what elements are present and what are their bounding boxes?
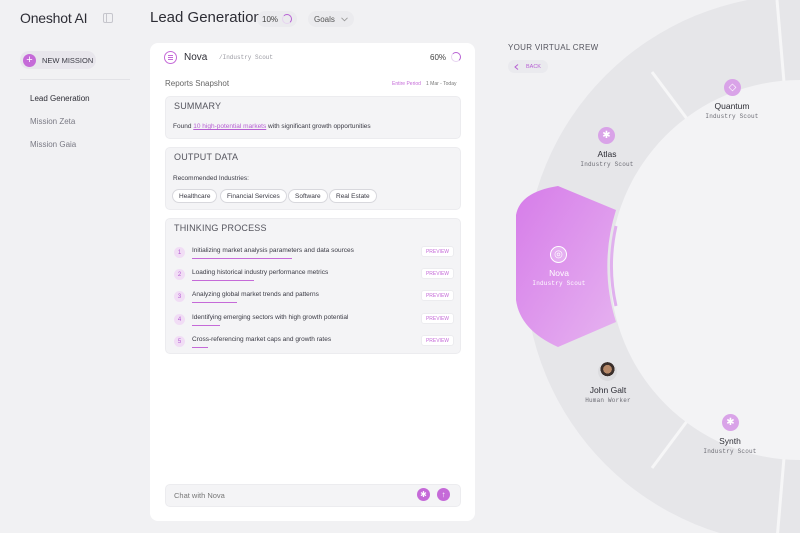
agent-role: /Industry Scout	[219, 54, 274, 61]
thinking-process-section: THINKING PROCESS	[165, 218, 461, 354]
output-heading: OUTPUT DATA	[174, 152, 239, 162]
chevron-down-icon	[341, 16, 348, 21]
crew-member-role: Industry Scout	[703, 448, 757, 455]
step-text: Initializing market analysis parameters …	[192, 247, 354, 254]
thinking-step: 1 Initializing market analysis parameter…	[172, 246, 454, 262]
preview-button[interactable]: PREVIEW	[420, 290, 454, 301]
crew-member-name[interactable]: Quantum	[714, 101, 750, 111]
step-progress-bar	[192, 258, 292, 259]
crew-member-role: Industry Scout	[705, 113, 759, 120]
sidebar-toggle-icon[interactable]	[103, 13, 113, 23]
step-number: 5	[174, 336, 185, 347]
step-number: 4	[174, 314, 185, 325]
nova-crew-icon[interactable]: ◎	[550, 246, 567, 263]
thinking-heading: THINKING PROCESS	[174, 223, 267, 233]
john-galt-avatar[interactable]	[598, 362, 617, 381]
wheel-inner-hole	[610, 80, 800, 460]
nova-agent-icon	[164, 51, 177, 64]
mission-progress-pill[interactable]: 10%	[257, 11, 298, 27]
step-number: 2	[174, 269, 185, 280]
period-range[interactable]: 1 Mar - Today	[426, 81, 457, 87]
summary-prefix: Found	[173, 123, 194, 130]
sidebar-item-mission-gaia[interactable]: Mission Gaia	[30, 140, 77, 149]
sidebar-item-mission-zeta[interactable]: Mission Zeta	[30, 117, 76, 126]
step-text: Loading historical industry performance …	[192, 269, 329, 276]
app-logo: Oneshot AI	[20, 10, 88, 26]
summary-suffix: with significant growth opportunities	[266, 123, 371, 130]
crew-title: YOUR VIRTUAL CREW	[508, 43, 599, 52]
synth-agent-icon[interactable]: ✱	[722, 414, 739, 431]
sparkle-button-icon[interactable]: ✱	[417, 488, 430, 501]
step-number: 3	[174, 291, 185, 302]
step-progress-bar	[192, 302, 237, 303]
period-filter[interactable]: Entire Period	[392, 81, 421, 87]
sidebar-divider	[20, 79, 130, 80]
summary-section: SUMMARY	[165, 96, 461, 139]
thinking-step: 5 Cross-referencing market caps and grow…	[172, 335, 454, 351]
page-title: Lead Generation	[150, 9, 262, 26]
send-arrow-icon[interactable]: ↑	[437, 488, 450, 501]
nova-selected-segment[interactable]	[516, 186, 616, 347]
thinking-step: 4 Identifying emerging sectors with high…	[172, 313, 454, 329]
crew-member-name[interactable]: Nova	[549, 268, 569, 278]
goals-dropdown[interactable]: Goals	[308, 11, 354, 27]
crew-member-name[interactable]: Synth	[719, 436, 741, 446]
agent-progress-text: 60%	[430, 53, 447, 62]
industry-chip[interactable]: Real Estate	[329, 189, 377, 203]
preview-button[interactable]: PREVIEW	[420, 313, 454, 324]
industry-chip[interactable]: Financial Services	[220, 189, 287, 203]
preview-button[interactable]: PREVIEW	[420, 335, 454, 346]
step-text: Identifying emerging sectors with high g…	[192, 314, 349, 321]
preview-button[interactable]: PREVIEW	[420, 268, 454, 279]
goals-label: Goals	[314, 14, 335, 24]
crew-member-role: Industry Scout	[532, 280, 586, 287]
thinking-step: 2 Loading historical industry performanc…	[172, 268, 454, 284]
plus-icon: +	[23, 53, 36, 67]
back-label: BACK	[526, 63, 541, 70]
summary-heading: SUMMARY	[174, 101, 222, 111]
preview-button[interactable]: PREVIEW	[420, 246, 454, 257]
industry-chip[interactable]: Software	[288, 189, 328, 203]
atlas-agent-icon[interactable]: ✱	[598, 127, 615, 144]
step-progress-bar	[192, 347, 208, 348]
industry-chip[interactable]: Healthcare	[172, 189, 218, 203]
step-progress-bar	[192, 280, 254, 281]
step-text: Cross-referencing market caps and growth…	[192, 336, 332, 343]
selection-arc	[609, 225, 618, 307]
summary-highlight-link[interactable]: 10 high-potential markets	[193, 123, 267, 130]
new-mission-button[interactable]: + NEW MISSION	[20, 51, 96, 69]
crew-member-name[interactable]: John Galt	[589, 385, 627, 395]
new-mission-label: NEW MISSION	[42, 55, 94, 65]
step-text: Analyzing global market trends and patte…	[192, 291, 319, 298]
step-number: 1	[174, 247, 185, 258]
chat-input-box[interactable]	[165, 484, 461, 507]
quantum-agent-icon[interactable]: ◇	[724, 79, 741, 96]
snapshot-title: Reports Snapshot	[165, 79, 230, 88]
progress-ring-icon	[282, 14, 293, 24]
mission-progress-text: 10%	[262, 14, 279, 24]
thinking-step: 3 Analyzing global market trends and pat…	[172, 290, 454, 306]
sidebar-item-lead-generation[interactable]: Lead Generation	[30, 94, 90, 103]
chevron-left-icon	[514, 63, 519, 70]
agent-name: Nova	[184, 52, 208, 63]
agent-progress-ring-icon	[451, 52, 461, 62]
crew-member-role: Industry Scout	[580, 161, 634, 168]
chat-input[interactable]: Chat with Nova	[174, 491, 225, 500]
back-button[interactable]: BACK	[508, 60, 548, 73]
crew-member-name[interactable]: Atlas	[597, 149, 617, 159]
summary-text: Found 10 high-potential markets with sig…	[173, 123, 371, 130]
recommended-industries-label: Recommended Industries:	[173, 175, 249, 182]
step-progress-bar	[192, 325, 220, 326]
crew-member-role: Human Worker	[585, 397, 631, 404]
